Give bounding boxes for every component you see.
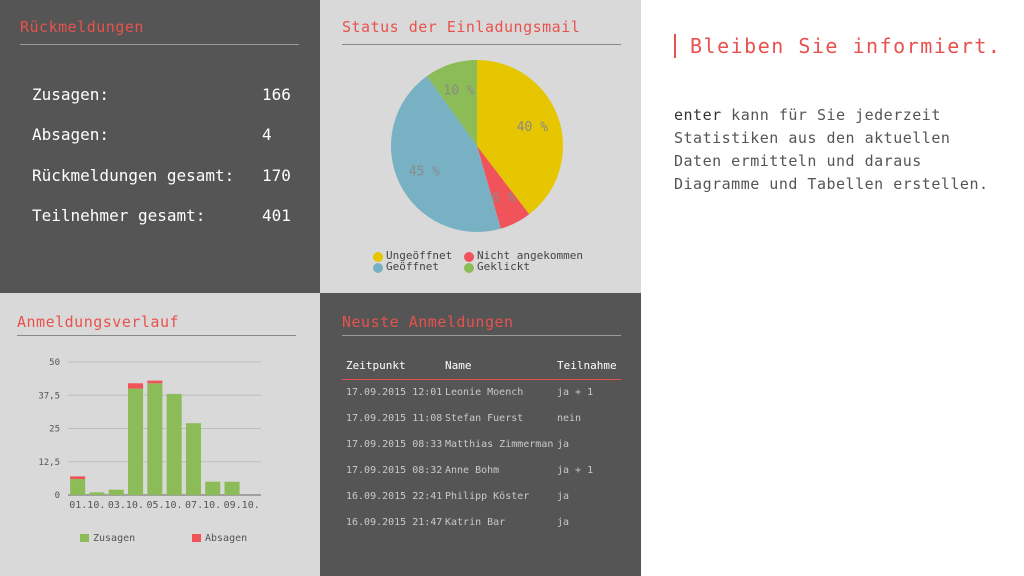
table-cell: ja [557, 491, 570, 502]
legend-label-geklickt: Geklickt [477, 260, 530, 273]
info-brand: enter [674, 106, 722, 124]
divider [342, 335, 621, 336]
bar-zusagen-03-10 [108, 489, 124, 495]
y-tick-label: 12,5 [38, 458, 60, 468]
x-tick-label: 09.10. [224, 500, 260, 511]
table-header-teilnahme: Teilnahme [557, 359, 617, 372]
table-cell: 17.09.2015 11:08 [346, 413, 443, 424]
divider [17, 335, 296, 336]
bar-absagen-04-10 [128, 383, 144, 389]
bar-chart: 0 12,5 25 37,5 50 01.10. 03.10. 05.10. 07.10. 09.… [38, 358, 261, 544]
bar-zusagen-08-10 [205, 481, 221, 495]
table-cell: ja + 1 [557, 465, 594, 476]
table-cell: ja [557, 439, 570, 450]
legend-swatch-absagen [192, 534, 201, 542]
table-cell: Leonie Moench [445, 387, 524, 398]
table-cell: Matthias Zimmerman [445, 439, 554, 450]
table-header-zeitpunkt: Zeitpunkt [346, 359, 406, 372]
table-cell: 16.09.2015 21:47 [346, 517, 443, 528]
legend-dot-nicht-angekommen [464, 252, 474, 262]
legend-swatch-zusagen [80, 534, 89, 542]
table-cell: 16.09.2015 22:41 [346, 491, 443, 502]
divider [20, 44, 299, 45]
bar-zusagen-02-10 [89, 492, 105, 495]
legend-label-absagen: Absagen [205, 533, 247, 544]
stat-value-absagen: 4 [262, 125, 272, 144]
pie-slice-ungeoeffnet [477, 60, 563, 215]
divider [342, 44, 621, 45]
neuste-panel: Neuste Anmeldungen Zeitpunkt Name Teilna… [320, 293, 641, 576]
stat-value-teilnehmer: 401 [262, 206, 291, 225]
stat-value-zusagen: 166 [262, 85, 291, 104]
bar-zusagen-01-10 [70, 479, 86, 495]
bar-zusagen-04-10 [128, 388, 144, 495]
legend-dot-ungeoeffnet [373, 252, 383, 262]
legend-dot-geklickt [464, 263, 474, 273]
info-body: kann für Sie jederzeit Statistiken aus d… [674, 106, 989, 193]
table-cell: 17.09.2015 08:33 [346, 439, 443, 450]
pie-value-label: 45 % [409, 164, 440, 179]
pie-slice-nicht-angekommen [477, 146, 530, 229]
bar-absagen-01-10 [70, 476, 86, 480]
pie-slice-geklickt [426, 60, 477, 146]
table-cell: 17.09.2015 12:01 [346, 387, 443, 398]
table-cell: ja + 1 [557, 387, 594, 398]
info-text: enter kann für Sie jederzeit Statistiken… [674, 104, 994, 196]
stat-label-zusagen: Zusagen: [32, 85, 110, 104]
pie-slice-geoeffnet [391, 76, 501, 233]
pie-chart: 40 % 6 % 45 % 10 % [391, 60, 563, 233]
table-cell: Philipp Köster [445, 491, 530, 502]
info-title: Bleiben Sie informiert. [690, 34, 1002, 58]
table-cell: ja [557, 517, 570, 528]
stat-label-absagen: Absagen: [32, 125, 110, 144]
table-cell: Katrin Bar [445, 517, 506, 528]
bar-zusagen-06-10 [166, 393, 182, 495]
anmeldungsverlauf-title: Anmeldungsverlauf [17, 313, 180, 331]
rueckmeldungen-panel: Rückmeldungen Zusagen: 166 Absagen: 4 Rü… [0, 0, 320, 293]
legend-label-geoeffnet: Geöffnet [386, 260, 439, 273]
info-accent-bar [674, 34, 676, 58]
pie-value-label: 10 % [443, 83, 474, 98]
pie-value-label: 40 % [517, 120, 548, 135]
stat-label-gesamt: Rückmeldungen gesamt: [32, 166, 235, 185]
legend-label-nicht-angekommen: Nicht angekommen [477, 249, 583, 262]
bar-zusagen-05-10 [147, 383, 163, 495]
pie-value-label: 6 % [492, 191, 516, 206]
bar-absagen-05-10 [147, 380, 163, 384]
status-title: Status der Einladungsmail [342, 18, 581, 36]
table-header-name: Name [445, 359, 472, 372]
table-cell: Stefan Fuerst [445, 413, 524, 424]
x-tick-label: 01.10. [69, 500, 105, 511]
y-tick-label: 50 [49, 358, 60, 368]
rueckmeldungen-title: Rückmeldungen [20, 18, 144, 36]
bar-zusagen-07-10 [185, 423, 201, 495]
table-cell: nein [557, 413, 582, 424]
y-tick-label: 0 [55, 491, 60, 501]
neuste-title: Neuste Anmeldungen [342, 313, 514, 331]
y-tick-label: 37,5 [38, 391, 60, 401]
x-tick-label: 03.10. [108, 500, 144, 511]
bar-zusagen-09-10 [224, 481, 240, 495]
anmeldungsverlauf-panel: Anmeldungsverlauf 0 12,5 25 37,5 50 01.10. 03.… [0, 293, 320, 576]
table-header-divider [342, 379, 621, 380]
stat-label-teilnehmer: Teilnehmer gesamt: [32, 206, 206, 225]
x-tick-label: 05.10. [146, 500, 182, 511]
table-cell: 17.09.2015 08:32 [346, 465, 443, 476]
legend-label-zusagen: Zusagen [93, 533, 135, 544]
status-panel: Status der Einladungsmail 40 % 6 % 45 % 10 … [320, 0, 641, 293]
legend-label-ungeoeffnet: Ungeöffnet [386, 249, 453, 262]
x-tick-label: 07.10. [185, 500, 221, 511]
table-cell: Anne Bohm [445, 465, 500, 476]
stat-value-gesamt: 170 [262, 166, 291, 185]
y-tick-label: 25 [49, 425, 60, 435]
legend-dot-geoeffnet [373, 263, 383, 273]
